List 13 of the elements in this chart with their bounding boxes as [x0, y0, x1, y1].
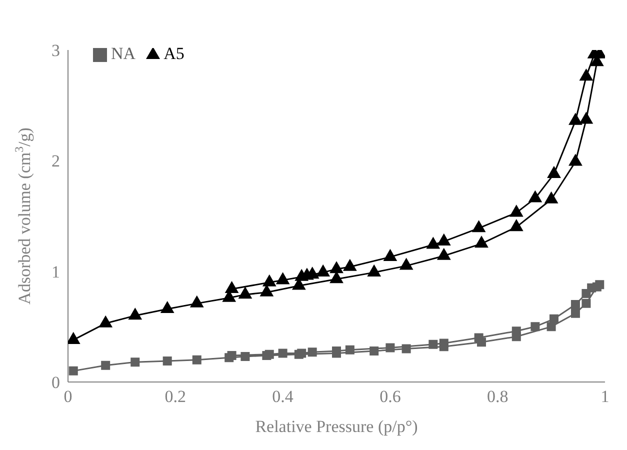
- x-tick-label: 0.6: [380, 387, 401, 406]
- x-tick-label: 0.8: [486, 387, 508, 406]
- legend-label: A5: [164, 44, 184, 63]
- x-tick-label: 1: [600, 387, 610, 406]
- x-tick-label: 0.4: [272, 387, 294, 406]
- legend-label: NA: [111, 44, 136, 63]
- x-tick-label: 0.2: [164, 387, 186, 406]
- y-tick-label: 1: [52, 262, 60, 282]
- y-tick-label: 3: [52, 41, 60, 60]
- y-tick-label: 2: [52, 152, 60, 171]
- y-tick-label: 0: [52, 373, 60, 392]
- x-axis-title: Relative Pressure (p/p°): [255, 417, 418, 436]
- x-tick-label: 0: [64, 387, 72, 406]
